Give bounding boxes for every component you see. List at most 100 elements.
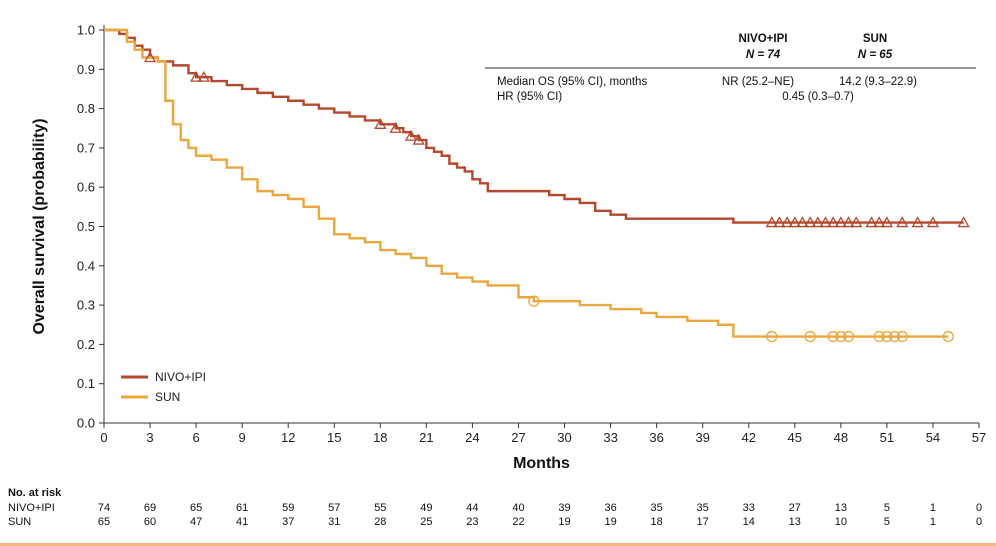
risk-value-nivo-ipi: 59 [282, 502, 294, 514]
censor-mark-nivo-ipi [143, 51, 157, 63]
censor-mark-nivo-ipi [765, 216, 778, 228]
risk-value-nivo-ipi: 44 [466, 502, 478, 514]
series-line-nivo-ipi [104, 28, 964, 224]
censor-mark-sun [842, 330, 855, 343]
censor-mark-nivo-ipi [873, 216, 886, 228]
stats-row1-label: Median OS (95% CI), months [497, 76, 647, 88]
censor-mark-nivo-ipi [842, 216, 855, 228]
y-tick-label: 0.4 [77, 258, 95, 273]
x-tick-label: 30 [557, 430, 571, 445]
risk-value-nivo-ipi: 55 [374, 502, 386, 514]
risk-value-sun: 14 [743, 516, 755, 528]
y-tick-label: 0.6 [77, 180, 95, 195]
stats-header-arm2: SUN [863, 33, 887, 45]
censor-mark-nivo-ipi [788, 216, 801, 228]
series-line-sun [104, 28, 949, 338]
risk-value-sun: 28 [374, 516, 386, 528]
censor-mark-sun [942, 330, 954, 343]
censor-mark-sun [873, 330, 885, 343]
risk-table-title: No. at risk [8, 487, 62, 499]
risk-value-nivo-ipi: 35 [651, 502, 663, 514]
censor-mark-nivo-ipi [896, 216, 909, 228]
risk-value-sun: 47 [190, 516, 202, 528]
risk-value-sun: 31 [328, 516, 340, 528]
y-tick-label: 0.2 [77, 337, 95, 352]
censor-mark-nivo-ipi [781, 216, 794, 228]
x-tick-label: 54 [926, 430, 940, 445]
risk-value-nivo-ipi: 13 [835, 502, 847, 514]
x-tick-label: 39 [695, 430, 709, 445]
risk-value-sun: 1 [930, 516, 936, 528]
censor-mark-nivo-ipi [819, 216, 832, 228]
risk-value-nivo-ipi: 27 [789, 502, 801, 514]
risk-value-sun: 23 [466, 516, 478, 528]
y-tick-label: 0.9 [77, 62, 95, 77]
risk-value-sun: 5 [884, 516, 890, 528]
risk-value-nivo-ipi: 69 [144, 502, 156, 514]
risk-value-sun: 13 [789, 516, 801, 528]
censor-mark-sun [766, 330, 778, 343]
censor-mark-nivo-ipi [197, 70, 210, 82]
censor-mark-nivo-ipi [850, 216, 863, 228]
risk-row-label-sun: SUN [8, 516, 31, 528]
x-tick-label: 3 [146, 430, 153, 445]
risk-value-nivo-ipi: 5 [884, 502, 890, 514]
censor-mark-sun [827, 330, 839, 343]
censor-mark-nivo-ipi [404, 129, 418, 141]
risk-value-sun: 0 [976, 516, 982, 528]
x-tick-label: 51 [880, 430, 894, 445]
y-axis-title: Overall survival (probability) [31, 118, 48, 334]
censor-mark-sun [896, 330, 908, 343]
censor-mark-nivo-ipi [911, 216, 924, 228]
risk-value-nivo-ipi: 1 [930, 502, 936, 514]
y-tick-label: 0.1 [77, 376, 95, 391]
x-tick-label: 57 [972, 430, 986, 445]
legend-label-sun: SUN [155, 390, 180, 404]
risk-value-nivo-ipi: 65 [190, 502, 202, 514]
censor-mark-sun [881, 330, 893, 343]
stats-header-arm1: NIVO+IPI [739, 33, 788, 45]
censor-mark-nivo-ipi [865, 216, 878, 228]
censor-mark-sun [835, 330, 847, 343]
risk-values: 74 69 65 61 59 57 55 49 44 40 39 36 35 35 33 27 13 5 1 065 6… [98, 502, 982, 528]
censor-mark-nivo-ipi [811, 216, 824, 228]
censor-mark-nivo-ipi [374, 117, 387, 129]
censor-mark-nivo-ipi [412, 133, 425, 145]
censor-mark-nivo-ipi [834, 216, 847, 228]
tick-labels: 0.00.10.20.30.40.50.60.70.80.91.00 3 6 9 12 1… [77, 23, 986, 446]
risk-value-sun: 22 [512, 516, 524, 528]
x-tick-label: 0 [100, 430, 107, 445]
risk-value-nivo-ipi: 0 [976, 502, 982, 514]
risk-value-sun: 60 [144, 516, 156, 528]
risk-value-sun: 41 [236, 516, 248, 528]
censor-mark-nivo-ipi [957, 216, 970, 228]
risk-value-nivo-ipi: 74 [98, 502, 110, 514]
x-axis-title: Months [513, 455, 570, 472]
censor-mark-nivo-ipi [389, 121, 402, 133]
x-tick-label: 42 [742, 430, 756, 445]
x-tick-label: 12 [281, 430, 295, 445]
x-tick-label: 27 [511, 430, 525, 445]
y-tick-label: 0.7 [77, 140, 95, 155]
risk-value-nivo-ipi: 33 [743, 502, 755, 514]
risk-value-sun: 18 [651, 516, 663, 528]
risk-value-nivo-ipi: 39 [558, 502, 570, 514]
x-tick-label: 18 [373, 430, 387, 445]
censor-mark-nivo-ipi [926, 216, 940, 228]
x-tick-label: 33 [603, 430, 617, 445]
risk-value-sun: 19 [558, 516, 570, 528]
risk-value-sun: 17 [697, 516, 709, 528]
censor-mark-nivo-ipi [804, 216, 817, 228]
risk-value-nivo-ipi: 57 [328, 502, 340, 514]
y-tick-label: 0.5 [77, 219, 95, 234]
x-tick-label: 21 [419, 430, 433, 445]
risk-row-label-nivo-ipi: NIVO+IPI [8, 502, 55, 514]
censor-mark-sun [888, 330, 901, 343]
stats-row1-arm2: 14.2 (9.3–22.9) [839, 76, 917, 88]
censor-mark-nivo-ipi [773, 216, 786, 228]
x-tick-label: 24 [465, 430, 479, 445]
x-tick-label: 9 [239, 430, 246, 445]
stats-row1-arm1: NR (25.2–NE) [722, 76, 794, 88]
x-tick-label: 36 [649, 430, 663, 445]
